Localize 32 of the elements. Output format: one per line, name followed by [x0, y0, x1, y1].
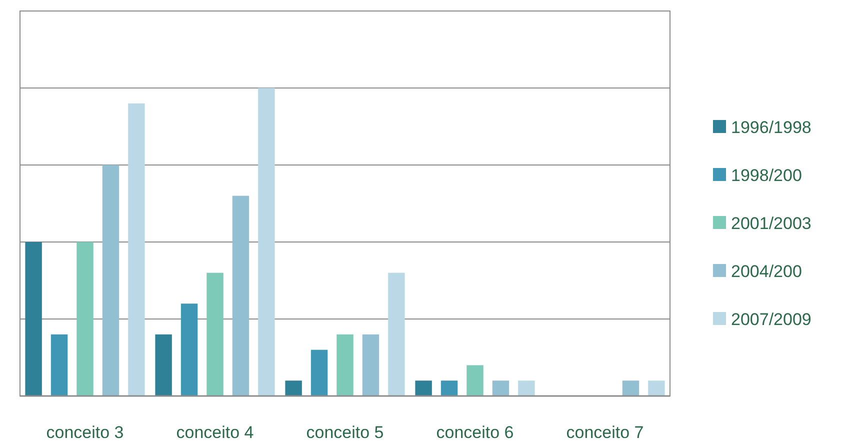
bar [310, 350, 328, 396]
bar [50, 334, 68, 396]
legend-label: 2001/2003 [731, 214, 812, 233]
bar [415, 380, 432, 396]
legend-label: 1998/200 [731, 166, 802, 185]
bar [388, 272, 405, 396]
bar [102, 165, 120, 396]
bar [155, 334, 172, 396]
bar [492, 380, 510, 396]
bar [25, 242, 42, 396]
legend-label: 1996/1998 [731, 118, 812, 137]
x-tick-label: conceito 5 [306, 423, 384, 441]
bar [336, 334, 354, 396]
bar [362, 334, 380, 396]
bar [128, 103, 145, 396]
bar [180, 304, 198, 396]
legend-label: 2004/200 [731, 262, 802, 281]
bar [622, 380, 640, 396]
bar [206, 272, 224, 396]
bar [648, 380, 665, 396]
bar [258, 88, 275, 396]
bar [232, 196, 250, 396]
bar [518, 380, 535, 396]
bar [76, 242, 94, 396]
x-tick-label: conceito 6 [436, 423, 514, 441]
bar [285, 380, 302, 396]
x-tick-label: conceito 4 [176, 423, 254, 441]
x-tick-label: conceito 3 [46, 423, 124, 441]
bar [466, 365, 484, 396]
x-tick-label: conceito 7 [566, 423, 644, 441]
bar [440, 380, 458, 396]
legend-label: 2007/2009 [731, 310, 812, 329]
